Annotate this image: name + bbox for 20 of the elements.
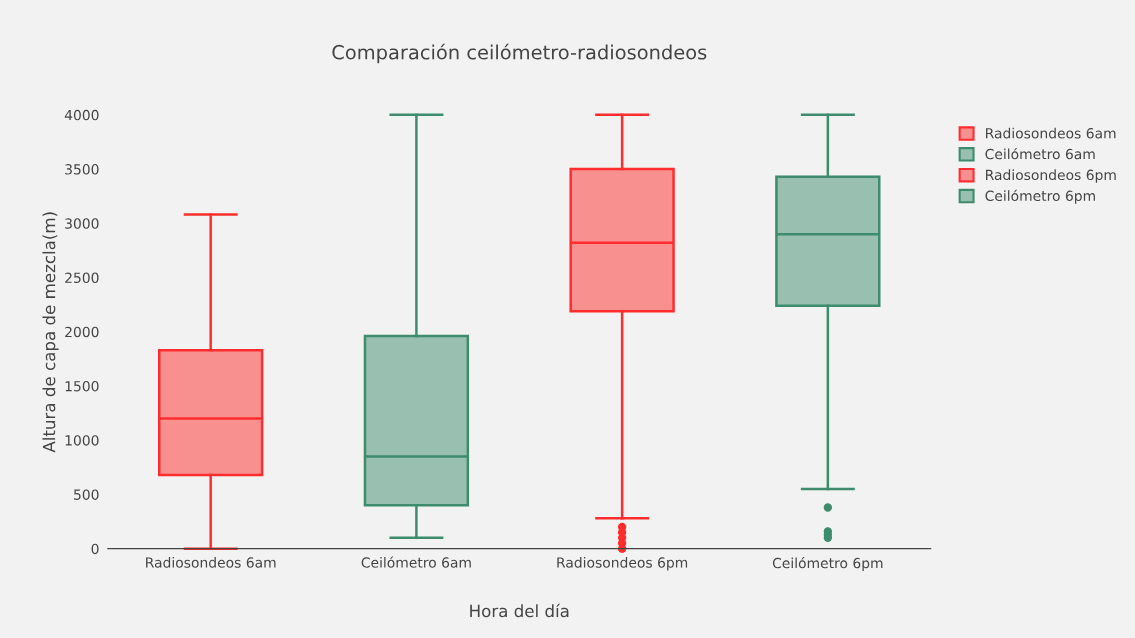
y-tick-label: 1000	[65, 435, 99, 446]
legend-label: Radiosondeos 6am	[986, 127, 1116, 139]
y-tick-label: 500	[74, 489, 99, 500]
legend-label: Ceilómetro 6am	[985, 148, 1095, 160]
x-tick-label: Radiosondeos 6am	[146, 557, 276, 568]
chart-title: Comparación ceilómetro-radiosondeos	[332, 43, 707, 64]
y-tick-label: 4000	[64, 109, 99, 121]
x-tick-label: Ceilómetro 6am	[361, 556, 471, 568]
y-tick-label: 3500	[65, 164, 99, 175]
y-tick-label: 2500	[65, 272, 99, 283]
y-axis-title: Altura de capa de mezcla(m)	[42, 212, 59, 453]
y-tick-label: 1500	[65, 380, 99, 392]
legend-label: Ceilómetro 6pm	[985, 189, 1095, 204]
y-tick-label: 3000	[65, 218, 99, 229]
x-axis-title: Hora del día	[470, 603, 569, 618]
legend-label: Radiosondeos 6pm	[986, 169, 1116, 183]
x-tick-label: Radiosondeos 6pm	[557, 557, 688, 571]
x-tick-label: Ceilómetro 6pm	[772, 557, 883, 572]
y-tick-label: 0	[91, 543, 99, 555]
y-tick-label: 2000	[65, 326, 99, 338]
